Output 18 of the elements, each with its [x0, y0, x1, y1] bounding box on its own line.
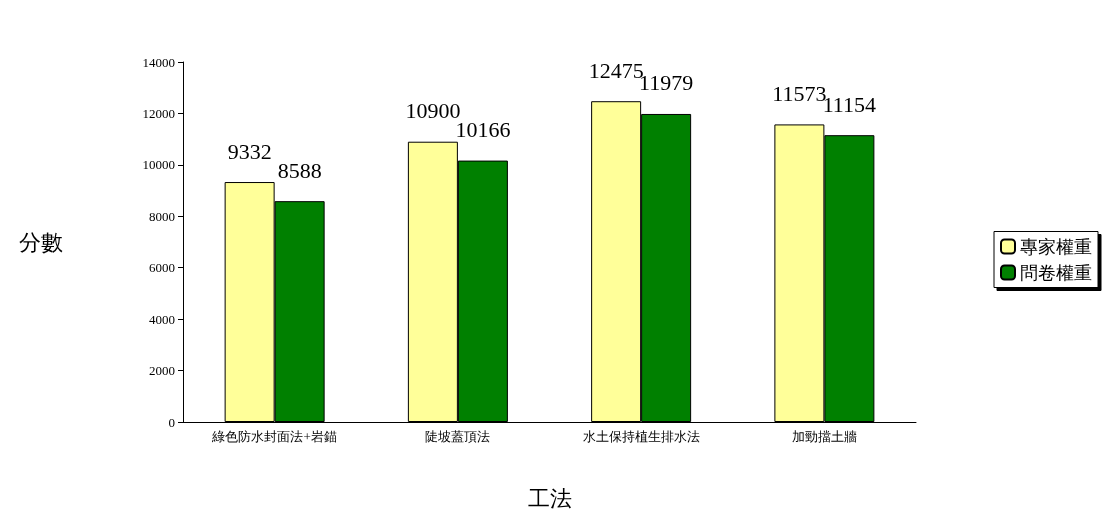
y-tick-label: 14000 — [142, 54, 175, 70]
y-axis-title: 分數 — [19, 229, 63, 255]
x-tick-label: 水土保持植生排水法 — [582, 429, 700, 444]
x-tick-label: 陡坡蓋頂法 — [425, 429, 491, 444]
data-label: 9332 — [227, 138, 272, 164]
legend-label: 專家權重 — [1020, 236, 1092, 257]
y-tick-label: 2000 — [149, 363, 175, 379]
x-tick-label: 綠色防水封面法+岩錨 — [211, 429, 337, 444]
y-tick-label: 6000 — [149, 260, 175, 276]
data-label: 8588 — [277, 157, 322, 183]
y-tick-label: 0 — [168, 414, 175, 430]
y-tick-label: 4000 — [149, 311, 175, 327]
legend-label: 問卷權重 — [1020, 262, 1092, 283]
y-tick-label: 10000 — [142, 157, 175, 173]
x-tick-label: 加勁擋土牆 — [791, 429, 857, 444]
y-tick-label: 8000 — [149, 208, 175, 224]
x-axis-title: 工法 — [527, 485, 572, 511]
y-tick-label: 12000 — [142, 105, 175, 121]
